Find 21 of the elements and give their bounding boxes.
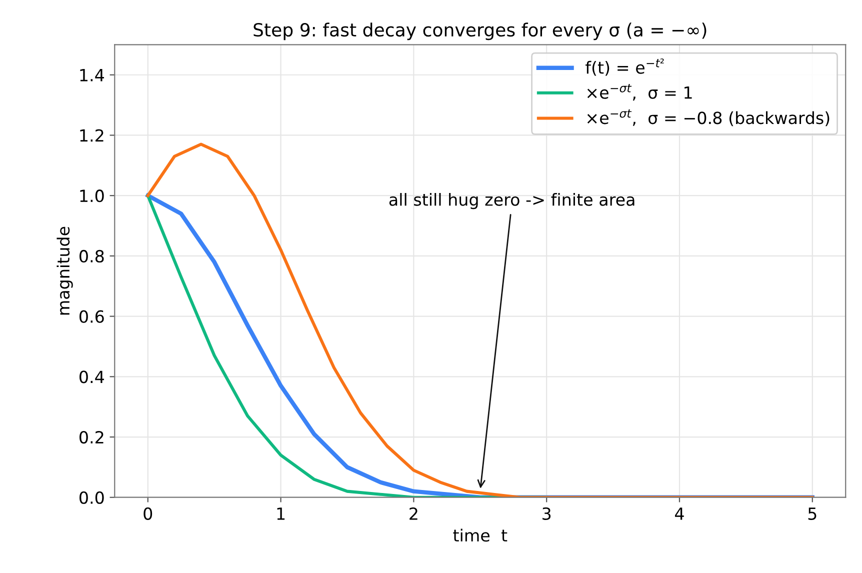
y-tick-label: 0.4 xyxy=(80,370,104,384)
y-tick-label: 1.4 xyxy=(80,69,104,82)
x-axis-title: time t xyxy=(453,528,508,542)
legend-label: f(t) = e$^{−t²}$ xyxy=(586,58,664,76)
y-tick-label: 0.6 xyxy=(80,310,104,323)
chart-title: Step 9: fast decay converges for every σ (a = −∞) xyxy=(254,22,706,40)
legend-label: ×e$^{−σt}$, σ = 1 xyxy=(587,84,692,101)
y-tick-label: 0.0 xyxy=(80,491,104,504)
y-axis-title: magnitude xyxy=(56,226,73,315)
x-tick-label: 1 xyxy=(277,508,285,520)
legend-label: ×e$^{−σt}$, σ = −0.8 (backwards) xyxy=(587,109,830,126)
y-tick-label: 1.2 xyxy=(80,129,104,142)
x-tick-label: 5 xyxy=(808,508,816,520)
x-tick-label: 4 xyxy=(675,508,684,520)
y-tick-label: 1.0 xyxy=(80,190,104,202)
annotation: all still hug zero -> finite area xyxy=(389,192,634,210)
x-tick-label: 3 xyxy=(542,507,551,520)
y-tick-label: 0.2 xyxy=(80,430,104,444)
y-tick-label: 0.8 xyxy=(80,250,104,263)
x-tick-label: 0 xyxy=(144,507,152,520)
x-tick-label: 2 xyxy=(410,507,418,520)
